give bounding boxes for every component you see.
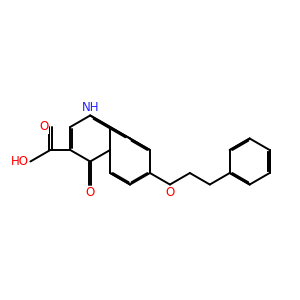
Text: O: O [165, 186, 175, 200]
Text: O: O [39, 121, 49, 134]
Text: O: O [85, 186, 95, 200]
Text: HO: HO [11, 155, 28, 168]
Text: NH: NH [81, 100, 99, 114]
